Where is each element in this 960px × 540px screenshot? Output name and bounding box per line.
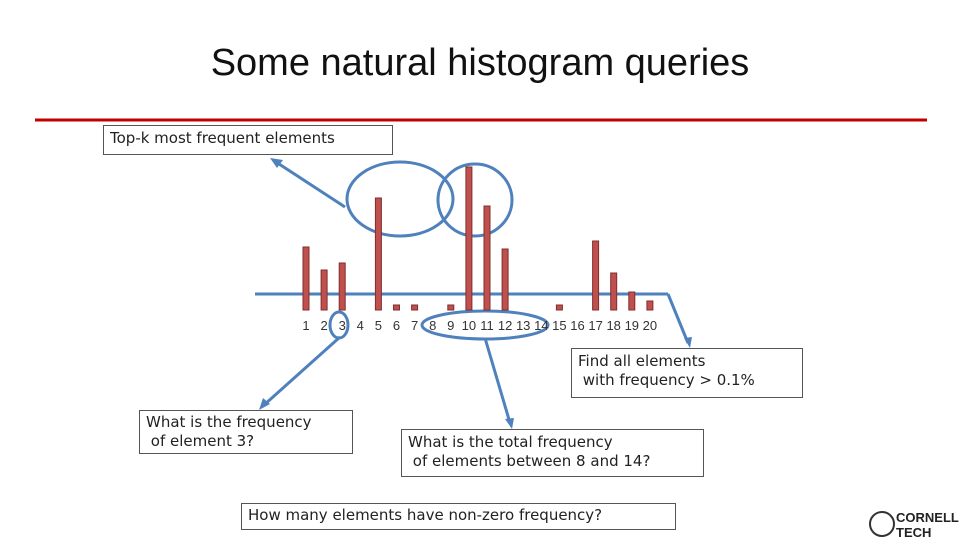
- logo-text: CORNELL: [896, 510, 959, 525]
- bar: [592, 240, 600, 311]
- x-tick-label: 8: [429, 318, 436, 333]
- x-tick-label: 7: [411, 318, 418, 333]
- bar: [447, 304, 455, 311]
- bar: [483, 205, 491, 311]
- bar: [393, 304, 400, 311]
- x-tick-label: 2: [320, 318, 327, 333]
- point-query-note: What is the frequency of element 3?: [139, 410, 353, 454]
- bar: [610, 272, 618, 311]
- callouts: [262, 160, 690, 424]
- x-tick-label: 3: [339, 318, 346, 333]
- x-tick-label: 13: [516, 318, 530, 333]
- bar: [646, 300, 654, 311]
- x-tick-label: 10: [462, 318, 476, 333]
- bar: [302, 246, 310, 311]
- x-tick-label: 14: [534, 318, 548, 333]
- note-line: Top-k most frequent elements: [110, 129, 335, 147]
- note-line: What is the frequency: [146, 413, 312, 431]
- range-query-note: What is the total frequency of elements …: [401, 429, 704, 477]
- x-tick-label: 20: [643, 318, 657, 333]
- note-line: with frequency > 0.1%: [578, 371, 755, 389]
- x-tick-label: 12: [498, 318, 512, 333]
- logo: CORNELL TECH: [869, 510, 959, 540]
- logo-text: TECH: [896, 525, 931, 540]
- x-tick-label: 1: [302, 318, 309, 333]
- note-line: How many elements have non-zero frequenc…: [248, 506, 603, 524]
- bar: [320, 269, 328, 311]
- threshold-note: Find all elements with frequency > 0.1%: [571, 348, 803, 398]
- bar: [555, 304, 563, 311]
- x-tick-label: 18: [606, 318, 620, 333]
- x-tick-label: 6: [393, 318, 400, 333]
- x-tick-label: 16: [570, 318, 584, 333]
- x-tick-label: 17: [588, 318, 602, 333]
- bar: [628, 291, 636, 311]
- x-tick-label: 19: [625, 318, 639, 333]
- bar: [411, 304, 419, 311]
- note-line: of elements between 8 and 14?: [408, 452, 651, 470]
- distinct-note: How many elements have non-zero frequenc…: [241, 503, 676, 530]
- note-line: of element 3?: [146, 432, 255, 450]
- x-tick-label: 15: [552, 318, 566, 333]
- note-line: Find all elements: [578, 352, 706, 370]
- bar: [501, 248, 509, 311]
- slide-title: Some natural histogram queries: [210, 42, 750, 84]
- x-tick-label: 4: [357, 318, 364, 333]
- x-tick-label: 5: [375, 318, 382, 333]
- x-tick-label: 11: [480, 318, 494, 333]
- bar: [465, 166, 473, 311]
- x-tick-label: 9: [447, 318, 454, 333]
- arrowheads: [259, 158, 692, 429]
- bar: [338, 262, 346, 311]
- bar: [374, 197, 382, 311]
- note-line: What is the total frequency: [408, 433, 613, 451]
- top-k-note: Top-k most frequent elements: [103, 125, 393, 155]
